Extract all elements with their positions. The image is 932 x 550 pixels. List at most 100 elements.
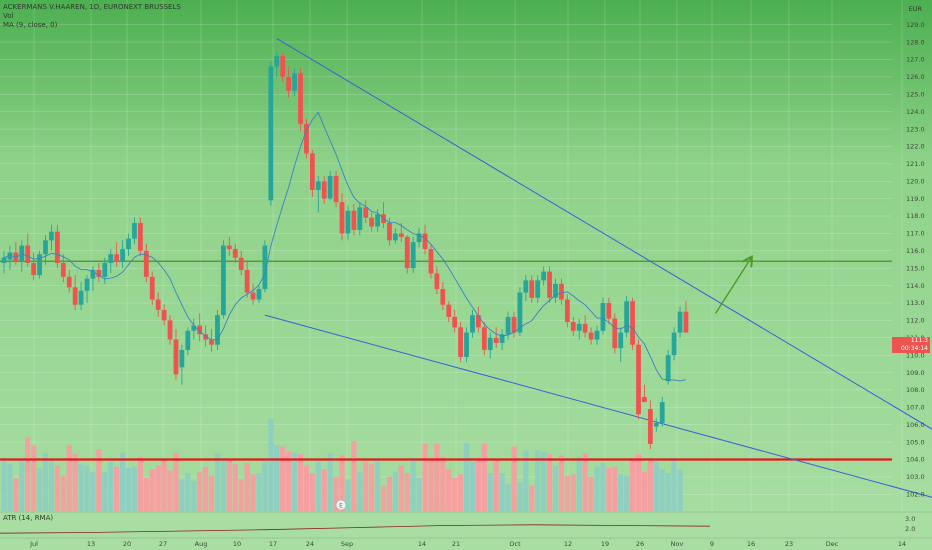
volume-bar xyxy=(624,475,630,511)
candle-body xyxy=(315,181,321,190)
price-tick-label: 115.0 xyxy=(906,264,925,272)
candle-body xyxy=(618,332,624,349)
volume-bar xyxy=(179,479,185,511)
volume-bar xyxy=(558,455,565,511)
volume-bar xyxy=(90,471,96,511)
volume-bar xyxy=(463,442,470,511)
volume-bar xyxy=(226,459,232,511)
volume-bar xyxy=(475,457,481,511)
volume-bar xyxy=(629,457,636,511)
volume-bar xyxy=(286,451,292,511)
time-tick-label: 13 xyxy=(87,540,95,548)
candle-body xyxy=(161,309,167,321)
candle-body xyxy=(114,254,120,262)
candle-body xyxy=(203,334,209,340)
volume-bar xyxy=(582,452,588,511)
candle-body xyxy=(582,323,588,333)
volume-bar xyxy=(54,465,60,511)
candle-body xyxy=(238,257,244,270)
candle-body xyxy=(268,66,274,201)
volume-bar xyxy=(291,452,298,511)
volume-bar xyxy=(481,443,487,511)
price-tick-label: 114.0 xyxy=(906,282,925,290)
volume-bar xyxy=(197,471,203,511)
volume-bar xyxy=(208,475,215,511)
candle-body xyxy=(137,222,143,251)
volume-bar xyxy=(280,446,286,511)
candle-body xyxy=(416,233,422,243)
ma-legend: MA (9, close, 0) xyxy=(3,21,58,29)
earnings-marker: E xyxy=(339,503,343,510)
time-tick-label: 12 xyxy=(564,540,572,548)
candles[interactable] xyxy=(1,50,689,450)
ma-line xyxy=(3,111,687,382)
volume-bar xyxy=(262,459,268,511)
volume-bar xyxy=(546,454,553,511)
volume-bar xyxy=(422,443,428,511)
candle-body xyxy=(72,287,78,305)
time-tick-label: 24 xyxy=(306,540,314,548)
volume-bar xyxy=(374,460,381,511)
time-tick-label: 10 xyxy=(233,540,241,548)
candle-body xyxy=(209,339,214,345)
time-tick-label: 19 xyxy=(601,540,609,548)
volume-bar xyxy=(392,471,398,511)
candle-body xyxy=(363,207,369,218)
time-tick-label: Nov xyxy=(671,540,684,548)
candle-body xyxy=(493,337,499,343)
candle-body xyxy=(636,344,641,415)
volume-bar xyxy=(173,452,179,511)
time-tick-label: Oct xyxy=(509,540,521,548)
volume-bar xyxy=(155,465,161,511)
time-tick-label: Dec xyxy=(826,540,839,548)
candle-body xyxy=(221,245,226,316)
volume-bar xyxy=(529,485,535,511)
volume-bar xyxy=(315,461,321,511)
currency-label: EUR xyxy=(908,5,922,13)
earnings-marker-circle[interactable] xyxy=(335,499,347,511)
volume-bar xyxy=(641,471,648,511)
volume-bar xyxy=(647,459,653,511)
volume-bar xyxy=(238,479,244,511)
candle-body xyxy=(499,334,505,343)
volume-bar xyxy=(493,459,499,511)
candle-body xyxy=(659,402,665,423)
candle-body xyxy=(309,153,315,190)
candle-body xyxy=(78,290,84,305)
candle-body xyxy=(304,123,309,154)
candle-body xyxy=(434,273,440,290)
volume-bar xyxy=(309,473,315,511)
volume-bar xyxy=(131,466,138,511)
candle-body xyxy=(476,315,481,328)
volume-bar xyxy=(36,468,43,511)
volume-bar xyxy=(452,478,458,511)
time-tick-label: Sep xyxy=(341,540,353,548)
price-tick-label: 110.0 xyxy=(906,351,925,359)
candle-body xyxy=(588,332,594,340)
volume-bar xyxy=(13,478,19,511)
time-tick-label: 14 xyxy=(418,540,426,548)
volume-bar xyxy=(108,461,114,511)
price-tick-label: 119.0 xyxy=(906,195,925,203)
atr-axis-label: 2.0 xyxy=(905,525,915,533)
time-tick-label: 21 xyxy=(452,540,460,548)
volume-bar xyxy=(250,474,256,511)
candle-body xyxy=(60,262,66,277)
candle-body xyxy=(422,233,428,250)
candle-body xyxy=(108,254,114,263)
time-axis[interactable]: Jul 13 20 27 Aug 10 17 24 Sep 14 21 Oct 12 19 26 Nov 9 16… xyxy=(29,540,906,548)
candle-body xyxy=(665,355,671,382)
price-tick-label: 129.0 xyxy=(906,21,925,29)
volume-bar xyxy=(274,445,280,511)
price-tick-label: 112.0 xyxy=(906,317,925,325)
volume-bar xyxy=(102,471,108,511)
candle-body xyxy=(262,245,268,290)
candle-body xyxy=(250,292,256,300)
candle-body xyxy=(398,233,404,237)
candle-body xyxy=(333,176,339,203)
candle-body xyxy=(511,316,517,333)
candle-body xyxy=(487,337,493,350)
candle-body xyxy=(440,289,446,305)
volume-bar xyxy=(665,473,671,511)
